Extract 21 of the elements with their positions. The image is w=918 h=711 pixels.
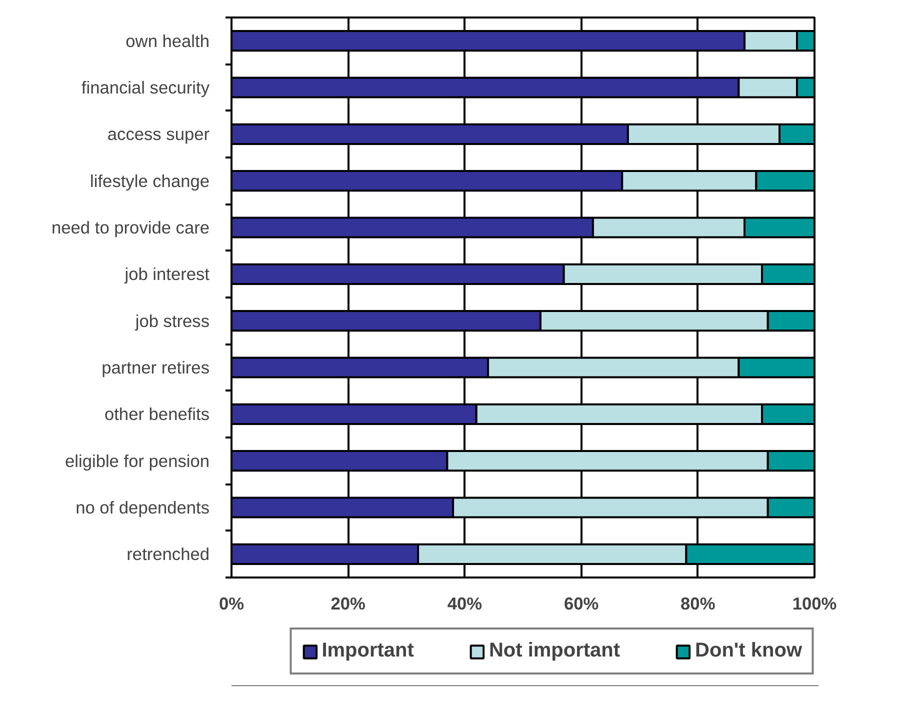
- y-tick-label: own health: [126, 30, 210, 51]
- y-tick-label: job interest: [124, 264, 210, 284]
- y-tick-label: financial security: [81, 78, 210, 98]
- y-tick-label: job stress: [134, 310, 210, 331]
- x-tick-label: 20%: [330, 594, 366, 614]
- y-tick-label: no of dependents: [76, 498, 210, 518]
- x-tick-label: 40%: [447, 594, 482, 614]
- y-tick-label: other benefits: [104, 404, 210, 424]
- x-tick-label: 60%: [564, 594, 599, 614]
- y-tick-label: retrenched: [126, 544, 210, 564]
- legend-label: Important: [322, 640, 414, 662]
- legend-label: Don't know: [695, 640, 802, 662]
- legend-label: Not important: [488, 640, 620, 662]
- y-tick-label: access super: [107, 124, 210, 144]
- y-tick-label: lifestyle change: [90, 170, 210, 191]
- y-tick-label: partner retires: [102, 358, 210, 378]
- x-tick-label: 80%: [680, 594, 716, 614]
- x-tick-label: 0%: [218, 594, 244, 614]
- y-tick-label: eligible for pension: [65, 450, 210, 471]
- y-tick-label: need to provide care: [52, 218, 210, 238]
- x-tick-label: 100%: [792, 594, 837, 614]
